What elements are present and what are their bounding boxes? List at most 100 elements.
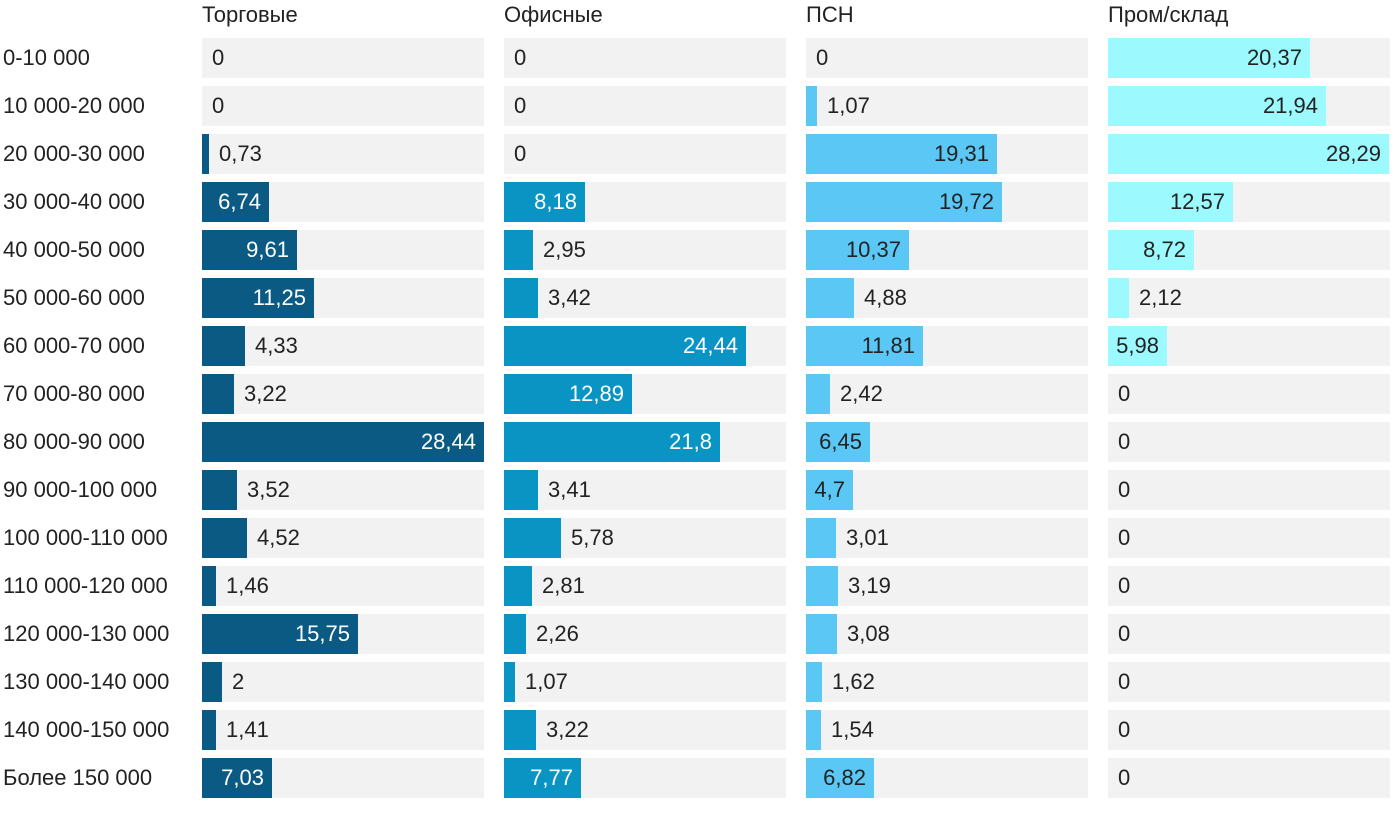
- data-label: 0: [514, 93, 527, 118]
- bar-track: 0: [1108, 758, 1390, 798]
- data-label: 1,46: [226, 573, 269, 598]
- data-label: 0,73: [219, 141, 262, 166]
- bar-track: 11,81: [806, 326, 1088, 366]
- bar-track: 28,44: [202, 422, 484, 462]
- bar: [202, 278, 314, 318]
- data-label: 20,37: [1246, 45, 1302, 70]
- row-label: 100 000-110 000: [3, 525, 168, 550]
- bar: [806, 86, 817, 126]
- row-label: 80 000-90 000: [3, 429, 145, 454]
- bar: [806, 614, 837, 654]
- data-label: 8,72: [1143, 237, 1186, 262]
- bar: [1108, 182, 1233, 222]
- bar-track: 12,57: [1108, 182, 1390, 222]
- series-title: ПСН: [806, 2, 854, 27]
- bar-track: 4,52: [202, 518, 484, 558]
- bar-track: 9,61: [202, 230, 484, 270]
- bar: [806, 278, 854, 318]
- bar-track: 4,33: [202, 326, 484, 366]
- bar: [202, 134, 209, 174]
- data-label: 0: [1118, 525, 1131, 550]
- bar: [806, 230, 909, 270]
- row-label: 130 000-140 000: [3, 669, 170, 694]
- bar-track: 6,45: [806, 422, 1088, 462]
- data-label: 6,74: [218, 189, 261, 214]
- bar: [202, 710, 216, 750]
- row-label: 110 000-120 000: [3, 573, 168, 598]
- bar-track: 0: [504, 86, 786, 126]
- data-label: 4,52: [257, 525, 300, 550]
- data-label: 0: [514, 141, 527, 166]
- data-label: 2,81: [542, 573, 585, 598]
- bar-track: 2: [202, 662, 484, 702]
- data-label: 21,94: [1262, 93, 1318, 118]
- series-title: Пром/склад: [1108, 2, 1229, 27]
- bar-track: 19,72: [806, 182, 1088, 222]
- bar: [504, 470, 538, 510]
- bar-track: 0: [504, 134, 786, 174]
- data-label: 0: [1118, 669, 1131, 694]
- data-label: 24,44: [682, 333, 738, 358]
- data-label: 28,29: [1325, 141, 1381, 166]
- data-label: 6,45: [819, 429, 862, 454]
- bar-track: 19,31: [806, 134, 1088, 174]
- data-label: 6,82: [823, 765, 866, 790]
- bar-track: 1,41: [202, 710, 484, 750]
- bar-track: 12,89: [504, 374, 786, 414]
- bar-track: 3,01: [806, 518, 1088, 558]
- data-label: 0: [1118, 765, 1131, 790]
- bar: [202, 182, 269, 222]
- row-label: 140 000-150 000: [3, 717, 170, 742]
- bar: [1108, 326, 1167, 366]
- bar-track: 3,08: [806, 614, 1088, 654]
- bar: [202, 326, 245, 366]
- bar: [806, 134, 997, 174]
- bar-track: 1,62: [806, 662, 1088, 702]
- bar: [504, 518, 561, 558]
- bar-track: 11,25: [202, 278, 484, 318]
- bar-track: 1,46: [202, 566, 484, 606]
- bar: [1108, 230, 1194, 270]
- data-label: 0: [1118, 621, 1131, 646]
- data-label: 9,61: [246, 237, 289, 262]
- bar-track: 2,26: [504, 614, 786, 654]
- bar: [202, 758, 272, 798]
- bar-track: 8,72: [1108, 230, 1390, 270]
- bar-track: 0,73: [202, 134, 484, 174]
- bar: [1108, 86, 1326, 126]
- bar: [504, 566, 532, 606]
- bar-track: 7,03: [202, 758, 484, 798]
- bar: [1108, 278, 1129, 318]
- data-label: 1,41: [226, 717, 269, 742]
- bar: [806, 758, 874, 798]
- bar-track: 0: [1108, 374, 1390, 414]
- data-label: 4,7: [814, 477, 845, 502]
- bar-track: 5,78: [504, 518, 786, 558]
- data-label: 0: [514, 45, 527, 70]
- data-label: 1,07: [525, 669, 568, 694]
- row-label: 10 000-20 000: [3, 93, 145, 118]
- bar-track: 7,77: [504, 758, 786, 798]
- data-label: 4,33: [255, 333, 298, 358]
- bar: [202, 230, 297, 270]
- bar-track: 1,07: [806, 86, 1088, 126]
- bar-track: 0: [504, 38, 786, 78]
- bar-track: 4,88: [806, 278, 1088, 318]
- bar-track: 10,37: [806, 230, 1088, 270]
- data-label: 5,78: [571, 525, 614, 550]
- row-label: 40 000-50 000: [3, 237, 145, 262]
- data-label: 3,22: [546, 717, 589, 742]
- data-label: 1,62: [832, 669, 875, 694]
- data-label: 3,08: [847, 621, 890, 646]
- bar-track: 21,94: [1108, 86, 1390, 126]
- bar-track: 0: [1108, 566, 1390, 606]
- row-label: 70 000-80 000: [3, 381, 145, 406]
- bar-track: 0: [1108, 518, 1390, 558]
- bar-track: 2,81: [504, 566, 786, 606]
- row-label: 60 000-70 000: [3, 333, 145, 358]
- bar: [504, 230, 533, 270]
- data-label: 7,03: [221, 765, 264, 790]
- bar: [806, 518, 836, 558]
- bar: [202, 662, 222, 702]
